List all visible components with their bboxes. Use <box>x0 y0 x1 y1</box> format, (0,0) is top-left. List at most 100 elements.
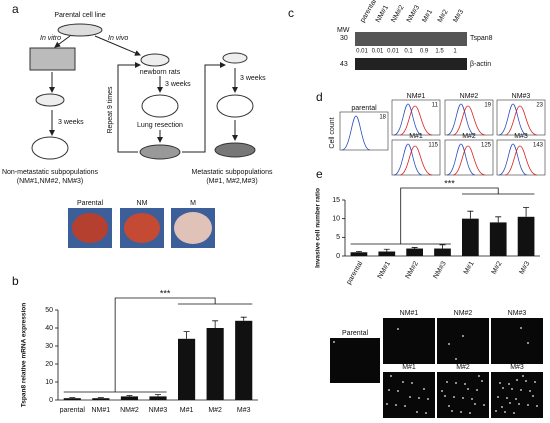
cell-dot <box>478 375 480 377</box>
panel-label: e <box>316 167 323 181</box>
histogram <box>504 105 538 136</box>
significance-label: *** <box>444 178 455 188</box>
x-tick-label: NM#1 <box>377 260 392 280</box>
y-axis-label: Tspan8 relative mRNA expression <box>21 303 28 407</box>
cell-dot <box>409 396 411 398</box>
x-tick-label: NM#2 <box>120 407 139 414</box>
bar <box>489 222 507 256</box>
y-axis-label: Invasive cell number ratio <box>315 188 322 268</box>
quant-value: 0.9 <box>420 49 429 55</box>
histogram <box>446 143 476 176</box>
mw-header: MW <box>337 27 350 34</box>
arrow <box>54 35 71 48</box>
error-bar <box>97 397 104 399</box>
lung <box>72 213 108 243</box>
x-tick-label: parental <box>60 407 86 414</box>
x-tick-label: M#1 <box>463 260 476 275</box>
bar <box>517 216 535 256</box>
cell-dot <box>416 411 418 413</box>
cell-dot <box>427 398 429 400</box>
mw-value: 43 <box>340 61 348 68</box>
micrograph <box>437 318 489 364</box>
x-tick-label: M#3 <box>519 260 532 275</box>
y-tick-label: 20 <box>45 361 53 368</box>
rat <box>140 53 170 67</box>
quant-value: 0.01 <box>356 49 368 55</box>
cell-dot <box>497 396 499 398</box>
flow-value: 125 <box>481 143 492 149</box>
micrograph <box>437 372 489 418</box>
dish <box>139 144 181 160</box>
flow-value: 11 <box>432 103 439 109</box>
y-tick-label: 0 <box>336 253 340 260</box>
histogram <box>399 105 433 136</box>
error-bar <box>439 244 446 249</box>
micrograph <box>491 372 543 418</box>
significance-bracket <box>350 187 535 245</box>
flow-name: NM#2 <box>460 93 479 100</box>
histogram <box>498 103 528 136</box>
image-label: Parental <box>342 330 369 337</box>
lane-label: M#1 <box>421 9 434 24</box>
cell-dot <box>515 398 517 400</box>
cell-dot <box>446 381 448 383</box>
diagram-label: Non-metastatic subpopulations <box>2 169 99 176</box>
diagram-label: Repeat 9 times <box>107 86 114 134</box>
lung-label: M <box>190 200 196 207</box>
bar <box>120 396 138 400</box>
cell-dot <box>518 403 520 405</box>
image-label: NM#2 <box>454 310 473 317</box>
quant-value: 0.1 <box>404 49 413 55</box>
cell-dot <box>418 397 420 399</box>
cell-dot <box>469 412 471 414</box>
bar <box>92 398 110 400</box>
band-label: β-actin <box>470 61 491 68</box>
cell-dot <box>444 395 446 397</box>
x-tick-label: NM#3 <box>149 407 168 414</box>
cell-dot <box>404 405 406 407</box>
lung-label: NM <box>137 200 148 207</box>
cell-dot <box>481 380 483 382</box>
lane-label: NM#3 <box>406 4 421 24</box>
flow-value: 115 <box>428 143 438 149</box>
cell-dot <box>453 396 455 398</box>
diagram-label: Lung resection <box>137 122 183 129</box>
cell-dot <box>441 390 443 392</box>
cell-dot <box>532 395 534 397</box>
image-label: M#1 <box>402 364 416 371</box>
cell-dot <box>474 403 476 405</box>
micrograph <box>330 338 380 383</box>
histogram <box>498 143 528 176</box>
error-bar <box>240 316 247 321</box>
dish <box>214 142 256 158</box>
error-bar <box>183 331 190 339</box>
cell-dot <box>467 388 469 390</box>
error-bar <box>155 394 161 397</box>
bar <box>206 328 224 400</box>
image-label: NM#1 <box>400 310 419 317</box>
cell-dot <box>395 404 397 406</box>
y-tick-label: 10 <box>332 216 340 223</box>
x-tick-label: M#2 <box>491 260 504 275</box>
error-bar <box>126 395 133 397</box>
flow-name: NM#3 <box>512 93 531 100</box>
bar <box>178 338 196 400</box>
cell-dot <box>402 381 404 383</box>
mouse <box>222 52 248 64</box>
histogram <box>452 105 486 136</box>
flow-box <box>444 139 494 176</box>
y-tick-label: 50 <box>45 307 53 314</box>
significance-label: *** <box>160 288 171 298</box>
mouse <box>216 94 254 118</box>
flow-value: 23 <box>536 103 543 109</box>
cell-dot <box>520 327 522 329</box>
error-bar <box>411 247 418 249</box>
cell-dot <box>483 404 485 406</box>
cell-dot <box>504 411 506 413</box>
flow-y-label: Cell count <box>329 117 336 148</box>
cell-dot <box>388 389 390 391</box>
error-bar <box>523 207 530 217</box>
x-tick-label: NM#1 <box>92 407 111 414</box>
lung <box>174 212 212 244</box>
